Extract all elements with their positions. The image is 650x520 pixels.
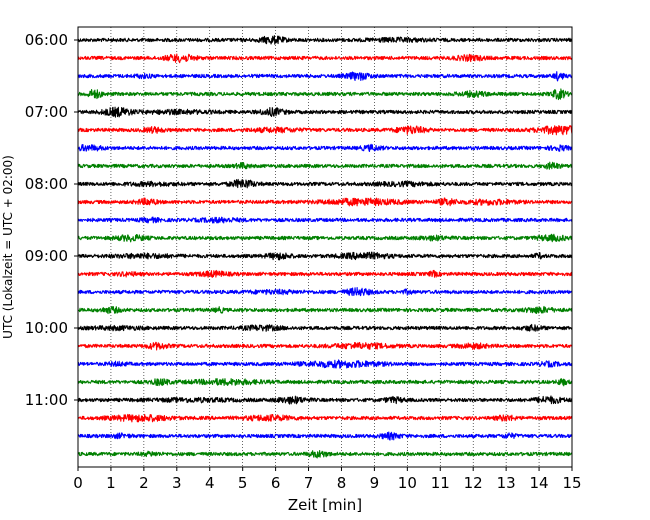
trace-row-1115 bbox=[77, 413, 573, 423]
x-tick-label: 13 bbox=[497, 474, 516, 492]
trace-row-0830 bbox=[77, 216, 573, 224]
trace-row-0645 bbox=[77, 88, 573, 101]
trace-row-0715 bbox=[77, 125, 573, 136]
trace-row-1100 bbox=[77, 395, 573, 405]
x-tick-label: 12 bbox=[464, 474, 483, 492]
x-tick-label: 9 bbox=[370, 474, 380, 492]
trace-row-0930 bbox=[77, 286, 573, 297]
plot-frame bbox=[77, 26, 573, 468]
x-tick-label: 3 bbox=[172, 474, 182, 492]
trace-row-0615 bbox=[77, 53, 573, 64]
trace-row-1000 bbox=[77, 323, 573, 332]
trace-row-0600 bbox=[77, 35, 573, 45]
x-tick-label: 11 bbox=[431, 474, 450, 492]
x-tick-label: 4 bbox=[205, 474, 215, 492]
trace-row-1030 bbox=[77, 359, 573, 369]
x-axis-label: Zeit [min] bbox=[288, 496, 362, 514]
x-tick-label: 10 bbox=[398, 474, 417, 492]
trace-rows bbox=[77, 35, 573, 459]
x-tick-label: 7 bbox=[304, 474, 314, 492]
x-tick-label: 15 bbox=[562, 474, 581, 492]
y-tick-label: 10:00 bbox=[25, 319, 68, 337]
trace-row-0800 bbox=[77, 178, 573, 189]
grid-lines bbox=[110, 27, 540, 467]
trace-row-0815 bbox=[77, 197, 573, 207]
x-tick-label: 14 bbox=[530, 474, 549, 492]
x-tick-label: 8 bbox=[337, 474, 347, 492]
x-axis-ticks: 0 1 2 3 4 5 6 7 8 9 10 11 12 13 14 15 bbox=[73, 467, 582, 492]
y-axis-label: UTC (Lokalzeit = UTC + 02:00) bbox=[1, 155, 15, 339]
x-tick-label: 5 bbox=[238, 474, 248, 492]
trace-row-1045 bbox=[77, 378, 573, 387]
x-tick-label: 1 bbox=[106, 474, 116, 492]
trace-row-1015 bbox=[77, 341, 573, 351]
trace-row-0915 bbox=[77, 269, 573, 278]
trace-row-0700 bbox=[77, 106, 573, 118]
y-tick-label: 06:00 bbox=[25, 31, 68, 49]
y-axis-ticks: 06:00 07:00 08:00 09:00 10:00 11:00 bbox=[25, 31, 78, 409]
trace-row-0900 bbox=[77, 251, 573, 261]
x-tick-label: 6 bbox=[271, 474, 281, 492]
y-tick-label: 08:00 bbox=[25, 175, 68, 193]
y-tick-label: 09:00 bbox=[25, 247, 68, 265]
trace-row-1145 bbox=[77, 450, 573, 459]
trace-row-0845 bbox=[77, 233, 573, 243]
trace-row-0730 bbox=[77, 143, 573, 153]
x-tick-label: 2 bbox=[139, 474, 149, 492]
trace-row-0630 bbox=[77, 71, 573, 82]
y-tick-label: 11:00 bbox=[25, 391, 68, 409]
y-tick-label: 07:00 bbox=[25, 103, 68, 121]
x-tick-label: 0 bbox=[73, 474, 83, 492]
trace-row-0745 bbox=[77, 161, 573, 170]
trace-row-1130 bbox=[77, 431, 573, 441]
trace-row-0945 bbox=[77, 305, 573, 315]
